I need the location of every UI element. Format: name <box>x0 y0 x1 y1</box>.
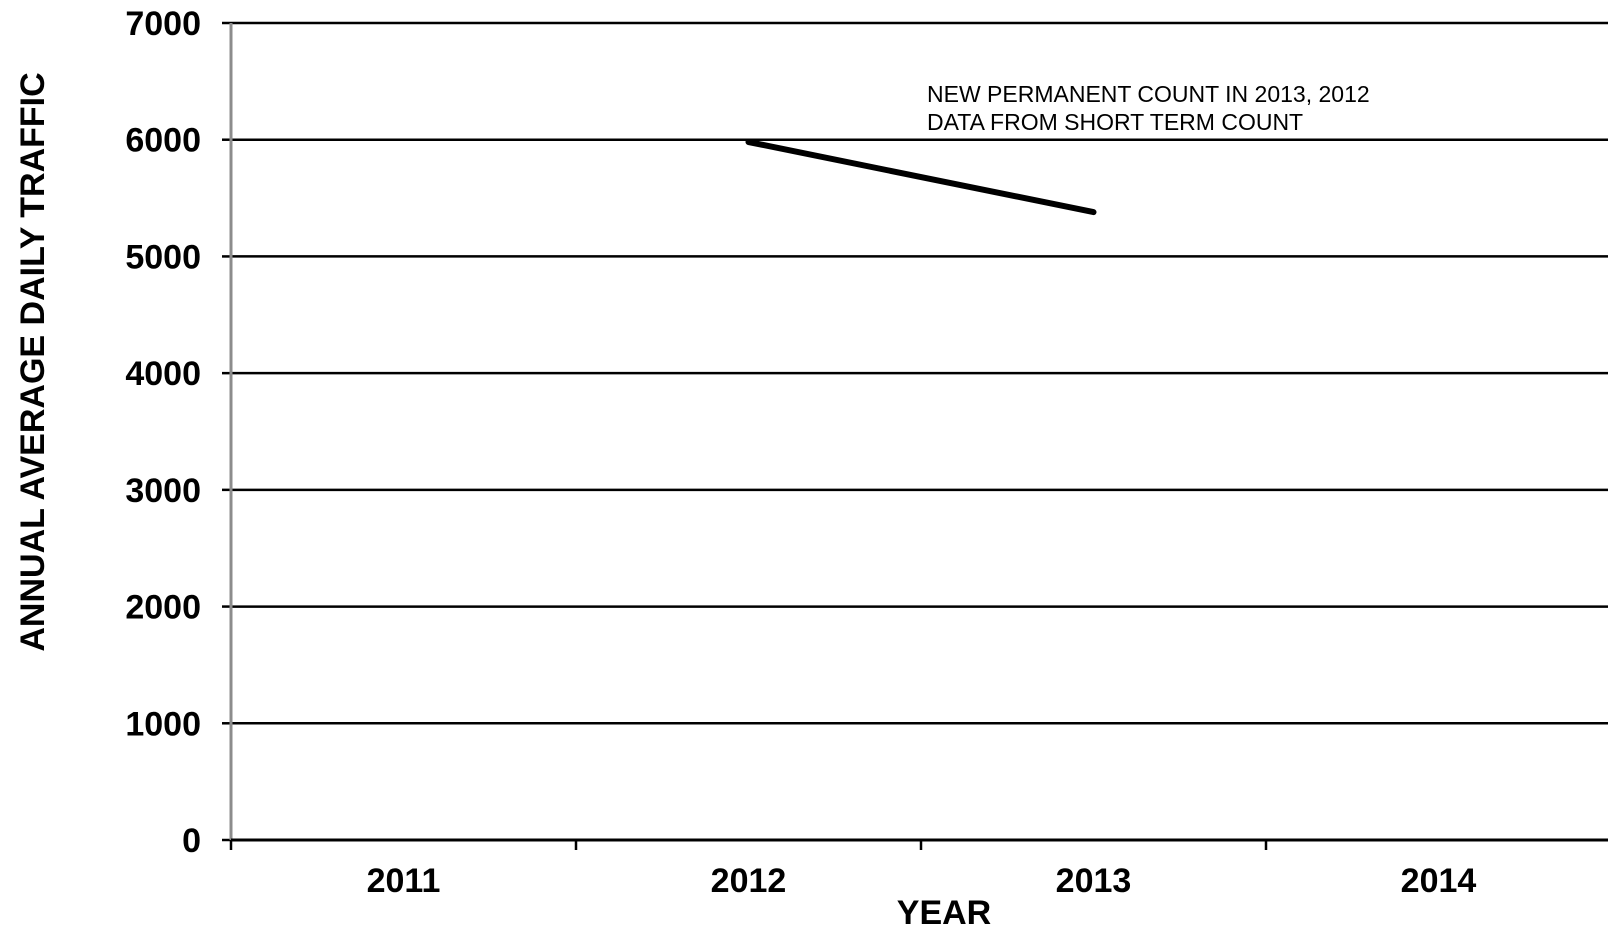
x-axis-title: YEAR <box>897 894 991 930</box>
y-tick-label-7000: 7000 <box>125 5 201 43</box>
y-tick-label-2000: 2000 <box>125 589 201 627</box>
y-tick-label-3000: 3000 <box>125 472 201 510</box>
y-tick-label-4000: 4000 <box>125 355 201 393</box>
y-tick-label-1000: 1000 <box>125 705 201 743</box>
x-tick-label-2011: 2011 <box>367 862 441 900</box>
x-tick-label-2013: 2013 <box>1056 862 1132 900</box>
gridlines <box>231 21 1608 725</box>
y-tick-label-0: 0 <box>182 822 201 860</box>
x-axis: 2011 2012 2013 2014 <box>229 838 1608 900</box>
x-tick-label-2014: 2014 <box>1401 862 1477 900</box>
y-tick-label-6000: 6000 <box>125 122 201 160</box>
annotation-line-1: NEW PERMANENT COUNT IN 2013, 2012 <box>927 81 1370 107</box>
x-tick-label-2012: 2012 <box>711 862 787 900</box>
series <box>745 139 1097 216</box>
series-line-0 <box>745 139 1097 216</box>
y-tick-label-5000: 5000 <box>125 238 201 276</box>
y-axis: 0 1000 2000 3000 4000 5000 6000 7000 <box>125 5 233 860</box>
annotation-line-2: DATA FROM SHORT TERM COUNT <box>927 109 1303 135</box>
y-axis-title: ANNUAL AVERAGE DAILY TRAFFIC <box>14 72 52 651</box>
